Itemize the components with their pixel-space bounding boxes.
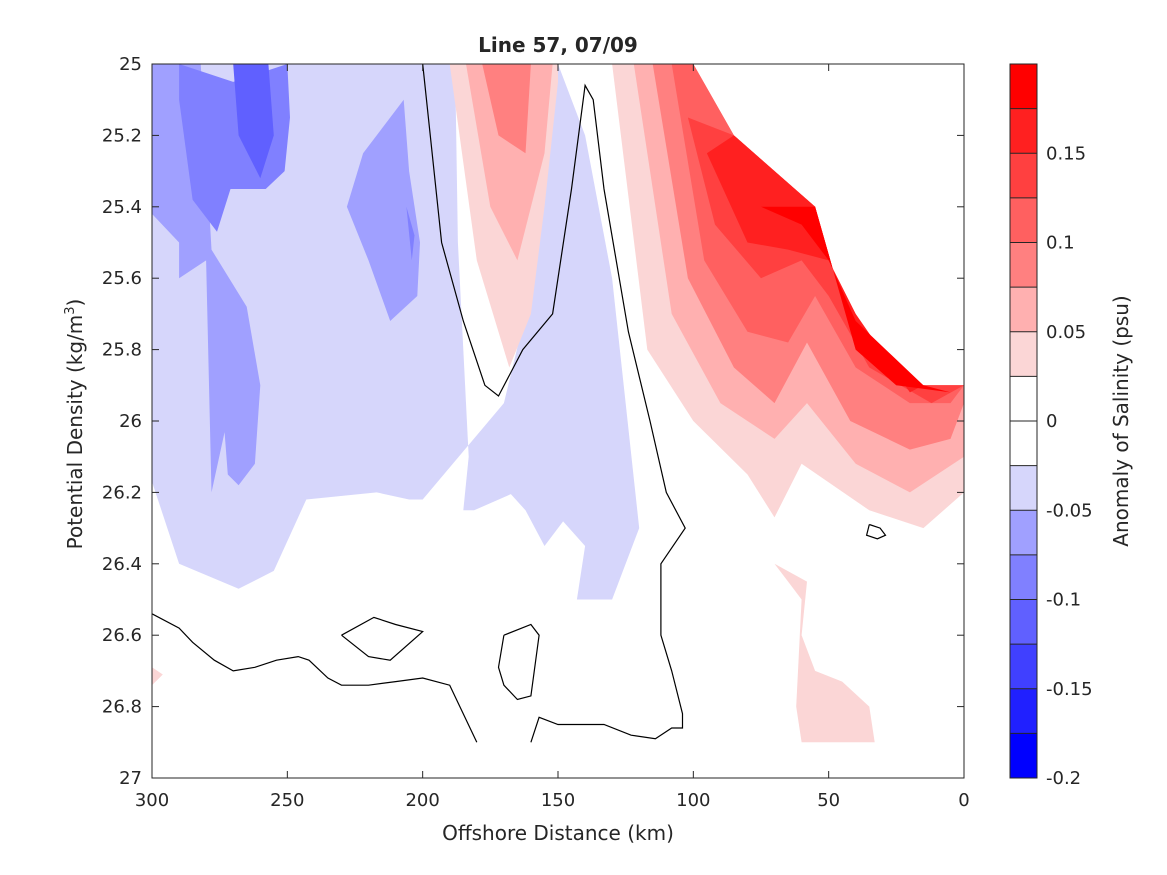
colorbar-tick-label: -0.1: [1046, 590, 1081, 611]
colorbar-swatch: [1010, 331, 1037, 377]
region-neg-anomaly-mid-2: [406, 206, 415, 261]
colorbar-swatch: [1010, 242, 1037, 288]
plot-contours: [152, 64, 887, 743]
colorbar-swatch: [1010, 376, 1037, 421]
colorbar-swatch: [1010, 510, 1037, 555]
y-axis-label: Potential Density (kg/m3): [63, 299, 87, 550]
colorbar-swatch: [1010, 554, 1037, 600]
x-tick-label: 0: [958, 790, 969, 811]
y-tick-label: 25.8: [102, 340, 142, 361]
y-tick-label: 26.8: [102, 697, 142, 718]
colorbar-swatch: [1010, 599, 1037, 645]
y-axis-label-main: Potential Density (kg/m: [63, 315, 87, 550]
colorbar-tick-label: 0.15: [1046, 143, 1086, 164]
colorbar-swatch: [1010, 287, 1037, 332]
y-tick-label: 27: [119, 768, 142, 789]
y-axis-label-close: ): [63, 299, 87, 307]
x-tick-label: 150: [541, 790, 575, 811]
colorbar-label: Anomaly of Salinity (psu): [1109, 295, 1133, 546]
colorbar-tick-label: 0.05: [1046, 322, 1086, 343]
region-neg-anomaly-shelf: [503, 331, 586, 546]
colorbar: -0.2 -0.15 -0.1 -0.05 0 0.05 0.1 0.15: [1009, 63, 1093, 789]
colorbar-swatch: [1010, 197, 1037, 243]
colorbar-swatch: [1010, 733, 1037, 778]
x-axis-label: Offshore Distance (km): [442, 821, 674, 845]
colorbar-swatch: [1010, 153, 1037, 198]
zero-contour-upper: [422, 64, 686, 743]
y-tick-label: 26.4: [102, 554, 142, 575]
y-tick-label: 25.6: [102, 268, 142, 289]
y-axis-label-sup: 3: [63, 306, 78, 314]
region-pos-anomaly-deep: [774, 563, 875, 743]
colorbar-swatch: [1010, 465, 1037, 511]
x-tick-label: 200: [405, 790, 439, 811]
region-pos-anomaly-deep-offshore: [152, 667, 163, 686]
y-tick-label: 26.2: [102, 482, 142, 503]
chart-title: Line 57, 07/09: [478, 33, 638, 57]
region-pos-anomaly-surface-2: [466, 64, 553, 261]
colorbar-swatch: [1010, 64, 1037, 109]
zero-contour-closed-2: [497, 623, 540, 701]
colorbar-tick-label: -0.15: [1046, 679, 1093, 700]
colorbar-swatch: [1010, 421, 1037, 466]
y-tick-label: 26: [119, 411, 142, 432]
x-tick-label: 300: [135, 790, 169, 811]
region-neg-anomaly-offshore-deep: [179, 64, 239, 493]
colorbar-tick-label: -0.2: [1046, 768, 1081, 789]
plot-regions: [152, 64, 964, 743]
zero-contour-closed-1: [341, 616, 424, 661]
region-neg-anomaly-core-2: [233, 64, 274, 179]
colorbar-tick-label: 0.1: [1046, 233, 1075, 254]
y-tick-label: 26.6: [102, 625, 142, 646]
colorbar-swatch: [1010, 644, 1037, 689]
x-tick-label: 50: [817, 790, 840, 811]
zero-contour-closed-3: [865, 523, 887, 540]
y-tick-label: 25: [119, 54, 142, 75]
y-axis-ticks: 25 25.2 25.4 25.6 25.8 26 26.2 26.4 26.6 26.8 27: [102, 54, 964, 789]
y-tick-label: 25.4: [102, 197, 142, 218]
colorbar-tick-label: 0: [1046, 411, 1057, 432]
colorbar-tick-label: -0.05: [1046, 500, 1093, 521]
colorbar-swatch: [1010, 688, 1037, 734]
x-axis-ticks: 300 250 200 150 100 50 0: [135, 64, 970, 811]
x-tick-label: 100: [676, 790, 710, 811]
region-neg-anomaly-mid: [346, 99, 420, 321]
region-pos-anomaly-surface-3: [482, 64, 531, 154]
region-pos-anomaly-slope-6: [706, 135, 924, 393]
x-tick-label: 250: [270, 790, 304, 811]
zero-contour-lower: [152, 613, 478, 743]
y-tick-label: 25.2: [102, 125, 142, 146]
colorbar-swatch: [1010, 108, 1037, 154]
